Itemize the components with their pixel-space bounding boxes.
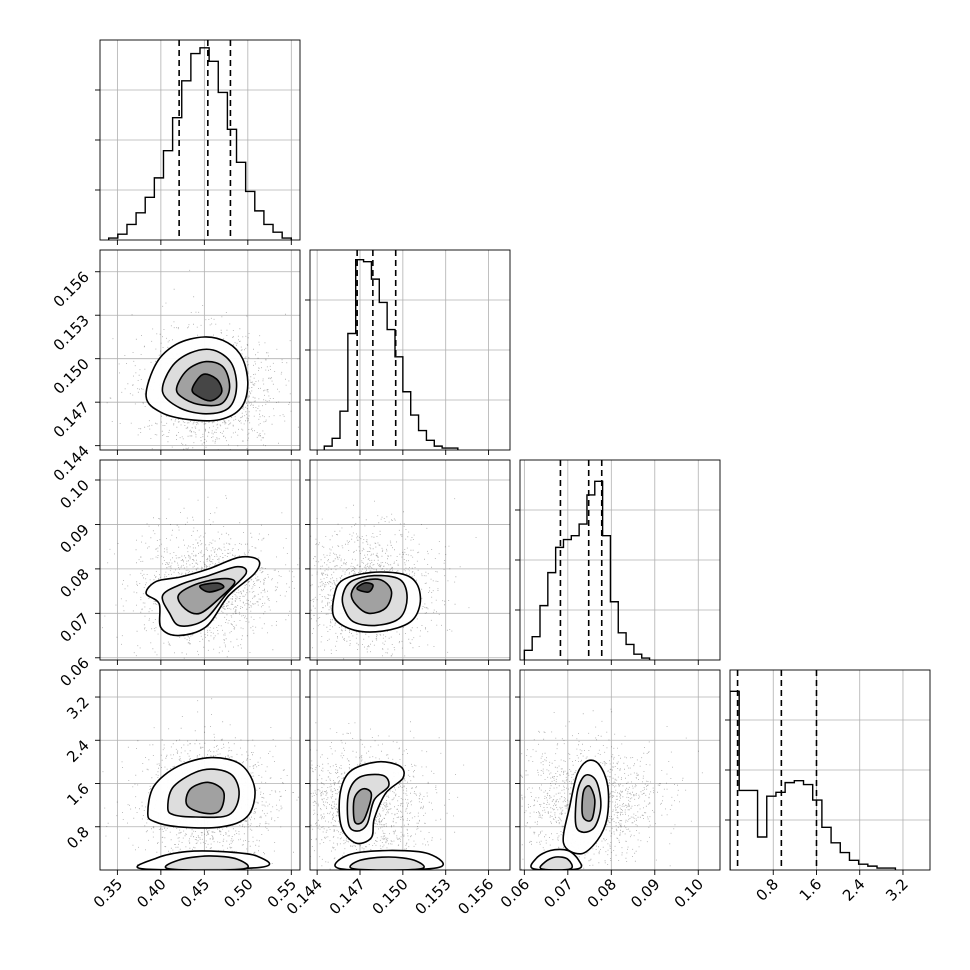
panel-3-2-frame [519, 669, 721, 871]
y-tick-label: 1.6 [63, 780, 93, 810]
y-tick-label: 0.09 [56, 521, 92, 557]
x-tick-label: 1.6 [796, 875, 826, 905]
histogram-step-0 [107, 47, 293, 240]
density-panel-3-0 [102, 698, 299, 870]
panel-3-1-frame [309, 669, 511, 871]
x-tick-label: 3.2 [882, 875, 912, 905]
x-tick-label: 0.07 [540, 875, 576, 911]
panel-2-1-frame [309, 459, 511, 661]
x-tick-label: 0.147 [326, 875, 369, 918]
x-tick-label: 0.06 [497, 875, 533, 911]
hist-1-grid [310, 250, 510, 450]
x-tick-label: 0.35 [90, 875, 126, 911]
panel-3-0-frame [99, 669, 301, 871]
x-tick-label: 0.09 [627, 875, 663, 911]
x-tick-label: 0.156 [454, 875, 497, 918]
contour-level-2 [352, 787, 373, 825]
scatter-points [310, 721, 465, 870]
density-panel-2-0 [102, 495, 300, 659]
x-tick-label: 0.08 [584, 875, 620, 911]
y-tick-label: 0.8 [63, 823, 93, 853]
panel-2-0-frame [99, 459, 301, 661]
density-panel-3-1 [310, 721, 465, 870]
y-tick-label: 0.153 [50, 311, 93, 354]
contour-level-4 [539, 856, 574, 870]
contour-level-3 [356, 582, 374, 593]
x-tick-label: 0.8 [752, 875, 782, 905]
contour-level-2 [581, 785, 596, 822]
x-tick-label: 0.40 [133, 875, 169, 911]
x-tick-label: 0.10 [671, 875, 707, 911]
contour-level-4 [349, 856, 425, 870]
y-tick-label: 2.4 [63, 736, 93, 766]
panel-2-1-grid [310, 460, 510, 660]
hist-0-grid [100, 40, 300, 240]
y-tick-label: 0.07 [56, 609, 92, 645]
density-panel-1-0 [106, 269, 299, 450]
density-panel-3-2 [520, 708, 703, 870]
x-tick-label: 0.45 [177, 875, 213, 911]
y-tick-label: 0.08 [56, 565, 92, 601]
hist-3-grid [730, 670, 930, 870]
y-tick-label: 0.144 [50, 442, 93, 485]
histogram-step-2 [523, 480, 651, 660]
y-tick-label: 0.06 [56, 654, 92, 690]
density-panel-2-1 [310, 498, 477, 660]
contour-level-3 [191, 373, 223, 402]
x-tick-label: 2.4 [839, 875, 869, 905]
x-tick-label: 0.150 [369, 875, 412, 918]
histogram-step-3 [730, 690, 897, 870]
contour-level-4 [164, 855, 249, 870]
x-tick-label: 0.153 [411, 875, 454, 918]
scatter-points [106, 269, 299, 450]
histogram-step-1 [323, 259, 459, 450]
y-tick-label: 0.150 [50, 355, 93, 398]
panel-1-0-frame [99, 249, 301, 451]
y-tick-label: 0.156 [50, 268, 93, 311]
hist-2-grid [520, 460, 720, 660]
x-tick-label: 0.50 [220, 875, 256, 911]
contour-level-2 [185, 781, 226, 815]
y-tick-label: 3.2 [63, 693, 93, 723]
y-tick-label: 0.147 [50, 398, 93, 441]
contour-level-3 [199, 582, 225, 593]
panel-3-1-grid [310, 670, 510, 870]
